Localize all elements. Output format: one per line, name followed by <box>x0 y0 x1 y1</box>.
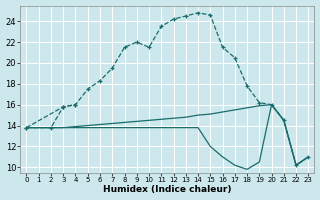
X-axis label: Humidex (Indice chaleur): Humidex (Indice chaleur) <box>103 185 232 194</box>
